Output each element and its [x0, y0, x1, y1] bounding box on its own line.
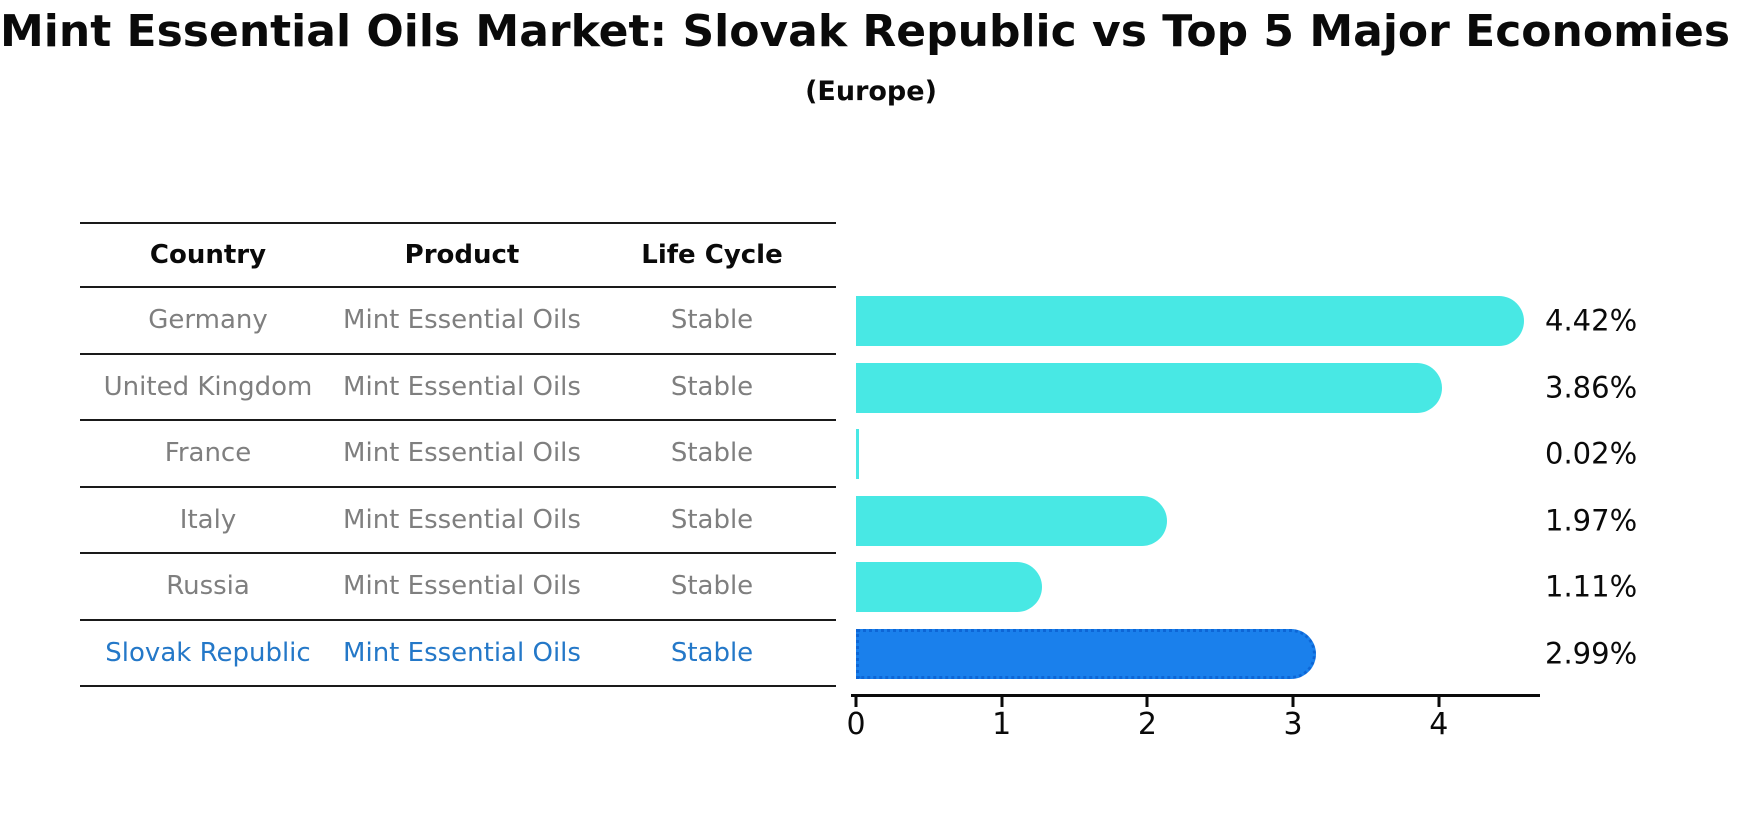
life-cycle-cell: Stable	[670, 571, 754, 602]
country-cell: United Kingdom	[103, 371, 313, 402]
x-axis-tick	[1437, 696, 1441, 707]
bar-value-label: 1.97%	[1545, 503, 1638, 538]
x-axis-tick	[1291, 696, 1295, 707]
life-cycle-cell: Stable	[670, 637, 754, 668]
chart-title: Mint Essential Oils Market: Slovak Repub…	[0, 6, 1742, 57]
bar-value-label: 1.11%	[1545, 569, 1638, 604]
x-axis-tick	[854, 696, 858, 707]
bar-value-label: 4.42%	[1545, 303, 1638, 338]
table-row-russia: Russia Mint Essential Oils Stable	[80, 554, 836, 621]
comparison-table: Country Product Life Cycle Germany Mint …	[80, 222, 836, 687]
x-axis-tick-label: 0	[846, 707, 866, 742]
product-cell: Mint Essential Oils	[343, 438, 581, 469]
bar-value-label: 2.99%	[1545, 636, 1638, 671]
column-header-product: Product	[404, 240, 520, 270]
country-cell: Slovak Republic	[105, 637, 311, 668]
x-axis-tick	[1145, 696, 1149, 707]
product-cell: Mint Essential Oils	[343, 571, 581, 602]
table-row-germany: Germany Mint Essential Oils Stable	[80, 288, 836, 355]
x-axis-tick-label: 2	[1137, 707, 1157, 742]
product-cell: Mint Essential Oils	[343, 504, 581, 535]
table-row-united-kingdom: United Kingdom Mint Essential Oils Stabl…	[80, 355, 836, 421]
x-axis-tick	[1000, 696, 1004, 707]
chart-subtitle: (Europe)	[805, 76, 937, 107]
table-row-france: France Mint Essential Oils Stable	[80, 421, 836, 488]
bar-italy	[856, 495, 1168, 546]
bar-russia	[856, 562, 1042, 613]
table-row-slovak-republic: Slovak Republic Mint Essential Oils Stab…	[80, 621, 836, 687]
x-axis-line	[851, 694, 1540, 697]
product-cell: Mint Essential Oils	[343, 637, 581, 668]
bar-value-label: 3.86%	[1545, 370, 1638, 405]
table-header-row: Country Product Life Cycle	[80, 222, 836, 288]
product-cell: Mint Essential Oils	[343, 371, 581, 402]
table-row-italy: Italy Mint Essential Oils Stable	[80, 488, 836, 554]
life-cycle-cell: Stable	[670, 305, 754, 336]
column-header-country: Country	[149, 240, 267, 270]
country-cell: Russia	[166, 571, 250, 602]
bar-france	[856, 429, 859, 480]
x-axis-tick-label: 4	[1429, 707, 1449, 742]
column-header-life-cycle: Life Cycle	[641, 240, 783, 270]
x-axis-tick-label: 3	[1283, 707, 1303, 742]
life-cycle-cell: Stable	[670, 504, 754, 535]
product-cell: Mint Essential Oils	[343, 305, 581, 336]
x-axis-tick-label: 1	[992, 707, 1012, 742]
bar-united-kingdom	[856, 362, 1443, 413]
bar-germany	[856, 296, 1524, 347]
life-cycle-cell: Stable	[670, 371, 754, 402]
bar-slovak-republic	[856, 628, 1316, 679]
life-cycle-cell: Stable	[670, 438, 754, 469]
country-cell: Italy	[179, 504, 237, 535]
country-cell: France	[164, 438, 252, 469]
country-cell: Germany	[148, 305, 268, 336]
bar-value-label: 0.02%	[1545, 436, 1638, 471]
